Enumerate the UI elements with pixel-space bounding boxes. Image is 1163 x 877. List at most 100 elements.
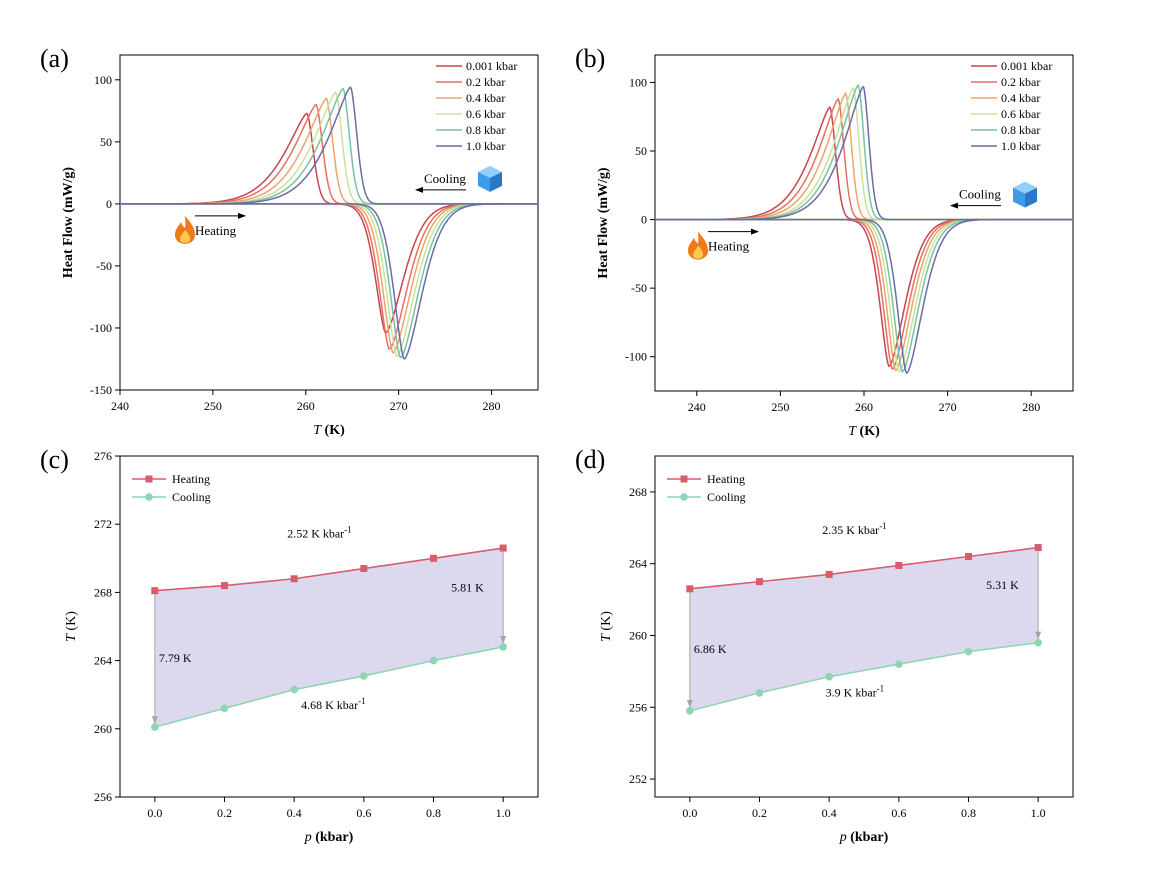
x-tick-label: 270 xyxy=(939,400,957,414)
legend-label: 0.6 kbar xyxy=(466,107,505,121)
x-tick-label: 280 xyxy=(483,399,501,413)
hysteresis-area xyxy=(154,548,504,728)
cooling-line xyxy=(689,641,1039,712)
ice-cube-icon xyxy=(1013,181,1037,208)
y-tick-label: 264 xyxy=(94,654,112,668)
x-axis-label: p (kbar) xyxy=(839,830,889,845)
y-tick-label: 50 xyxy=(635,144,647,158)
legend-label: 0.4 kbar xyxy=(1001,91,1040,105)
y-tick-label: 0 xyxy=(106,197,112,211)
heating-label: Heating xyxy=(195,223,237,238)
cooling-slope-exponent: -1 xyxy=(877,683,885,693)
legend-marker-cooling xyxy=(145,493,153,501)
y-axis-label: T (K) xyxy=(599,611,614,642)
x-tick-label: 0.8 xyxy=(426,806,441,820)
legend-label: 0.001 kbar xyxy=(1001,59,1052,73)
x-tick-label: 0.2 xyxy=(752,806,767,820)
x-tick-label: 0.6 xyxy=(356,806,371,820)
x-tick-label: 270 xyxy=(390,399,408,413)
cube-right xyxy=(1025,187,1037,208)
heating-line xyxy=(154,547,504,592)
y-tick-label: 272 xyxy=(94,517,112,531)
heating-point xyxy=(686,585,694,593)
legend-label: 0.8 kbar xyxy=(1001,123,1040,137)
cooling-line xyxy=(154,646,504,728)
y-tick-label: 268 xyxy=(629,485,647,499)
panel-c: 0.0 0.2 0.4 0.6 0.8 1.0 256 260 264 268 272 276 p (k… xyxy=(40,445,539,845)
cooling-point xyxy=(499,643,507,651)
panel-label: (c) xyxy=(40,445,69,474)
x-tick-label: 260 xyxy=(855,400,873,414)
heating-point xyxy=(1034,544,1042,552)
y-tick-label: 256 xyxy=(94,790,112,804)
x-axis-label: p (kbar) xyxy=(304,830,354,845)
y-tick-label: 252 xyxy=(629,772,647,786)
legend-label: 1.0 kbar xyxy=(1001,139,1040,153)
legend-label: 0.2 kbar xyxy=(466,75,505,89)
hysteresis-area xyxy=(689,547,1039,711)
heating-point xyxy=(151,587,159,595)
y-tick-label: -100 xyxy=(90,321,112,335)
x-tick-label: 250 xyxy=(771,400,789,414)
panel-a: 240 250 260 270 280 -150 -100 -50 0 50 100 T (K) Hea… xyxy=(40,44,539,438)
y-axis-label-symbol: T xyxy=(599,633,614,642)
x-axis-label-unit: (K) xyxy=(856,424,880,439)
x-axis-label-unit: (kbar) xyxy=(312,830,354,845)
legend-marker-heating xyxy=(145,475,153,483)
flame-inner xyxy=(180,229,190,243)
x-tick-label: 0.4 xyxy=(287,806,302,820)
x-axis-label-symbol: T xyxy=(313,423,322,438)
panel-label: (d) xyxy=(575,445,605,474)
heating-point xyxy=(895,561,903,569)
y-tick-label: 264 xyxy=(629,557,647,571)
cooling-point xyxy=(755,689,764,697)
x-tick-label: 0.2 xyxy=(217,806,232,820)
cooling-point xyxy=(964,647,973,656)
y-tick-label: 50 xyxy=(100,135,112,149)
legend-label: 0.8 kbar xyxy=(466,123,505,137)
heating-slope-value: 2.52 K kbar xyxy=(287,527,344,541)
heating-point xyxy=(290,575,298,583)
y-tick-label: 100 xyxy=(94,73,112,87)
cooling-curve-5 xyxy=(655,218,1073,374)
x-axis-label-symbol: T xyxy=(848,424,857,439)
heating-slope-label: 2.52 K kbar-1 xyxy=(287,525,352,541)
cooling-point xyxy=(429,656,438,665)
x-tick-label: 260 xyxy=(297,399,315,413)
panel-b: 240 250 260 270 280 -100 -50 0 50 100 T (K) Heat Fl… xyxy=(575,44,1074,439)
y-tick-label: 256 xyxy=(629,700,647,714)
heating-point xyxy=(430,554,437,562)
y-tick-label: -100 xyxy=(625,350,647,364)
y-axis-label: T (K) xyxy=(64,611,79,642)
y-axis-label-symbol: T xyxy=(64,633,79,642)
x-axis-label-unit: (kbar) xyxy=(847,830,889,845)
y-tick-label: 260 xyxy=(94,722,112,736)
cooling-slope-value: 4.68 K kbar xyxy=(301,698,358,712)
plot-frame xyxy=(119,54,539,391)
hysteresis-left-label: 6.86 K xyxy=(694,642,727,656)
legend-label: 0.6 kbar xyxy=(1001,107,1040,121)
y-tick-label: 268 xyxy=(94,585,112,599)
x-tick-label: 0.0 xyxy=(682,806,697,820)
y-axis-label: Heat Flow (mW/g) xyxy=(596,167,611,279)
cooling-slope-label: 3.9 K kbar-1 xyxy=(826,683,885,699)
legend-label: 0.4 kbar xyxy=(466,91,505,105)
heating-point xyxy=(221,582,228,590)
cooling-point xyxy=(1034,638,1042,647)
legend-label: 0.2 kbar xyxy=(1001,75,1040,89)
legend-label: 1.0 kbar xyxy=(466,139,505,153)
cooling-point xyxy=(686,707,694,715)
legend-label: 0.001 kbar xyxy=(466,59,517,73)
x-tick-label: 1.0 xyxy=(496,806,511,820)
cooling-curve-5 xyxy=(120,203,538,360)
x-tick-label: 250 xyxy=(204,399,222,413)
heating-slope-label: 2.35 K kbar-1 xyxy=(822,521,887,537)
y-tick-label: -50 xyxy=(631,281,647,295)
panel-label: (a) xyxy=(40,44,69,73)
cooling-point xyxy=(220,704,229,713)
heating-line xyxy=(689,546,1039,590)
heating-point xyxy=(756,578,763,586)
cooling-curve-0 xyxy=(120,203,538,334)
cooling-point xyxy=(290,685,298,694)
hysteresis-right-label: 5.31 K xyxy=(986,578,1019,592)
